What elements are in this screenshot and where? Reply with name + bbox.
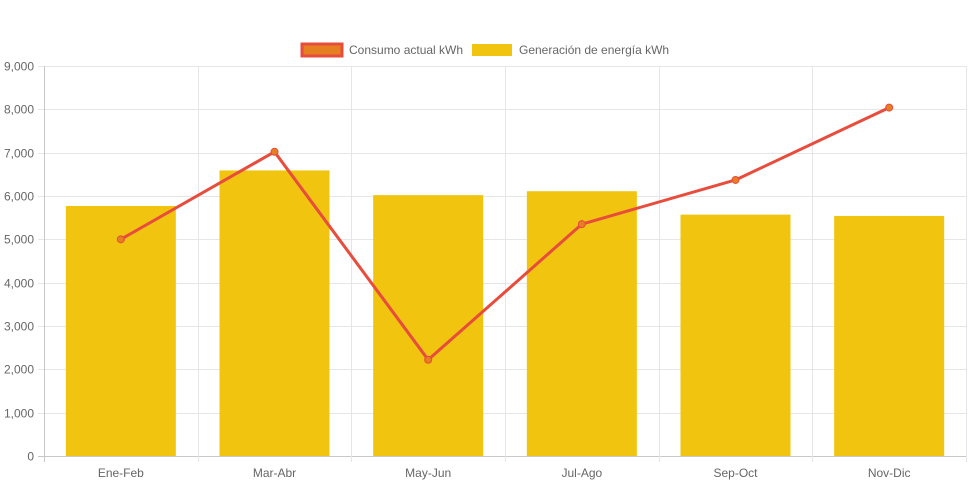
x-tick-label: Jul-Ago <box>561 466 602 480</box>
point-consumo-may-jun[interactable] <box>424 355 433 364</box>
legend-swatch-consumo[interactable] <box>300 42 344 58</box>
x-tick-label: May-Jun <box>405 466 451 480</box>
y-tick-label: 9,000 <box>4 60 34 74</box>
axis-layer: 0 1,000 2,000 3,000 4,000 5,000 6,000 7,000 8,00… <box>4 60 911 481</box>
x-tick-label: Ene-Feb <box>98 466 144 480</box>
y-tick-label: 4,000 <box>4 277 34 291</box>
x-tick-label: Sep-Oct <box>713 466 758 480</box>
y-tick-label: 7,000 <box>4 147 34 161</box>
y-tick-label: 0 <box>27 450 34 464</box>
point-consumo-sep-oct[interactable] <box>731 175 740 184</box>
point-consumo-mar-abr[interactable] <box>270 147 279 156</box>
y-tick-label: 3,000 <box>4 320 34 334</box>
x-tick-label: Mar-Abr <box>253 466 296 480</box>
y-tick-label: 5,000 <box>4 233 34 247</box>
x-tick-label: Nov-Dic <box>868 466 911 480</box>
legend-label-consumo[interactable]: Consumo actual kWh <box>349 43 463 57</box>
y-tick-label: 8,000 <box>4 103 34 117</box>
point-consumo-nov-dic[interactable] <box>885 103 894 112</box>
point-consumo-jul-ago[interactable] <box>577 220 586 229</box>
bar-generacion-ene-feb[interactable] <box>65 205 176 456</box>
bar-series-layer <box>65 170 945 456</box>
legend-label-generacion[interactable]: Generación de energía kWh <box>519 43 669 57</box>
bar-generacion-mar-abr[interactable] <box>219 170 330 456</box>
legend-swatch-generacion[interactable] <box>472 44 512 56</box>
y-tick-label: 2,000 <box>4 363 34 377</box>
legend[interactable]: Consumo actual kWh Generación de energía … <box>300 42 669 58</box>
line-series-layer <box>116 103 894 364</box>
grid-layer <box>38 66 967 462</box>
bar-generacion-jul-ago[interactable] <box>526 191 637 456</box>
y-tick-label: 1,000 <box>4 407 34 421</box>
bar-generacion-nov-dic[interactable] <box>834 215 945 456</box>
y-tick-label: 6,000 <box>4 190 34 204</box>
point-consumo-ene-feb[interactable] <box>116 235 125 244</box>
line-consumo <box>119 106 891 362</box>
bar-generacion-sep-oct[interactable] <box>680 214 791 456</box>
